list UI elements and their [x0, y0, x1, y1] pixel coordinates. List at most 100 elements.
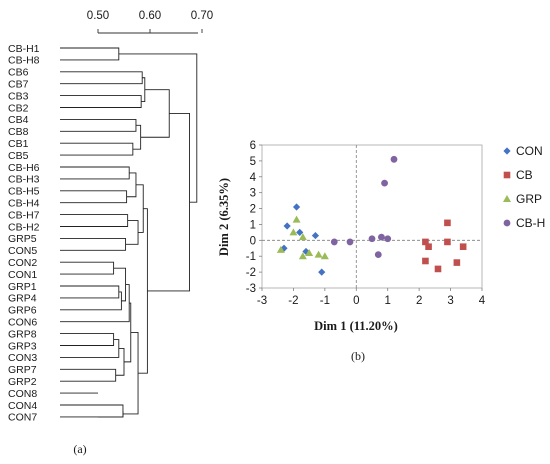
dendrogram-link — [98, 190, 128, 204]
scatter-point-con — [296, 228, 304, 236]
dendrogram-leaf-label: CON3 — [8, 352, 37, 364]
scale-tick-label: 0.50 — [87, 10, 109, 22]
scatter-point-cb-h — [381, 179, 388, 187]
dendrogram-leaf-label: CB1 — [8, 138, 29, 150]
dendrogram-leaf-label: CON8 — [8, 388, 37, 400]
dendrogram-leaf-label: CB2 — [8, 102, 29, 114]
y-tick-label: 2 — [250, 204, 256, 216]
dendrogram-leaf-label: CON2 — [8, 257, 37, 269]
dendrogram-link — [98, 368, 117, 382]
y-tick-label: 3 — [250, 188, 256, 200]
dendrogram-links — [60, 47, 198, 418]
scatter-point-cb-h — [390, 155, 398, 163]
dendrogram-leaf-label: CB-H8 — [8, 55, 40, 67]
x-tick-label: -1 — [320, 295, 330, 307]
scatter-point-con — [318, 268, 326, 276]
x-tick-label: 1 — [385, 295, 391, 307]
dendrogram-link — [98, 404, 124, 418]
scatter-point-grp — [298, 233, 307, 241]
scatter-point-con — [283, 222, 291, 230]
dendrogram-link — [125, 220, 139, 245]
dendrogram-link — [135, 184, 144, 233]
dendrogram-link — [98, 339, 120, 358]
scatter-point-grp — [305, 249, 314, 257]
dendrogram-leaf-label: GRP2 — [8, 376, 37, 388]
scatter-point-cb-h — [346, 238, 354, 246]
dendrogram-link — [98, 47, 120, 61]
legend-label: CON — [516, 144, 543, 158]
legend-label: GRP — [516, 192, 542, 206]
scatter-point-cb — [444, 219, 451, 227]
y-axis-title: Dim 2 (6.35%) — [217, 178, 231, 256]
dendrogram-leaf-label: CON6 — [8, 317, 37, 329]
dendrogram-link — [124, 302, 132, 363]
dendrogram-leaf-label: CB8 — [8, 126, 29, 138]
dendrogram-link — [113, 267, 127, 302]
scatter-points — [276, 155, 467, 276]
scatter-point-cb — [444, 238, 451, 246]
dendrogram-link — [98, 118, 137, 132]
x-axis-title: Dim 1 (11.20%) — [314, 319, 398, 333]
dendrogram-link — [98, 291, 122, 311]
dendrogram-link — [115, 348, 125, 376]
dendrogram-leaf-label: CB-H5 — [8, 186, 40, 198]
dendrogram-panel: 0.50 0.60 0.70 CB-H1CB-H8CB6CB7CB3CB2CB4CB… — [8, 10, 213, 456]
scatter-panel-label: (b) — [351, 349, 365, 363]
scatter-point-cb-h — [368, 235, 376, 243]
scatter-point-cb — [422, 257, 429, 265]
y-tick-label: 1 — [250, 219, 256, 231]
scale-tick-label: 0.70 — [191, 10, 213, 22]
dendrogram-leaf-label: CB-H2 — [8, 221, 40, 233]
scatter-point-cb — [453, 259, 461, 266]
scatter-point-cb — [434, 265, 442, 273]
dendrogram-leaf-label: GRP8 — [8, 328, 37, 340]
dendrogram-leaf-label: GRP6 — [8, 305, 37, 317]
dendrogram-leaf-label: CB-H3 — [8, 174, 40, 186]
legend-marker-con — [503, 147, 511, 155]
dendrogram-link — [98, 71, 143, 85]
scatter-point-cb — [459, 243, 467, 250]
scatter-point-cb — [422, 238, 429, 246]
dendrogram-leaf-label: CB7 — [8, 79, 29, 91]
dendrogram-leaf-label: CB-H6 — [8, 162, 40, 174]
scatter-point-grp — [298, 252, 307, 260]
dendrogram-link — [98, 166, 130, 180]
scatter-point-grp — [314, 250, 323, 258]
x-tick-label: 3 — [447, 295, 453, 307]
x-tick-label: 0 — [353, 295, 359, 307]
dendrogram-leaf-label: CB-H1 — [8, 43, 40, 55]
scatter-point-con — [292, 203, 301, 211]
dendrogram-link — [98, 237, 127, 251]
dendrogram-leaf-label: CB3 — [8, 90, 29, 102]
scatter-point-cb-h — [378, 233, 385, 241]
dendrogram-leaf-label: CB5 — [8, 150, 29, 162]
dendrogram-leaf-label: CON4 — [8, 400, 37, 412]
x-tick-label: -2 — [288, 295, 298, 307]
x-tick-label: -3 — [257, 295, 267, 307]
y-tick-label: -2 — [246, 267, 256, 279]
scatter-point-grp — [276, 245, 285, 253]
scatter-point-cb — [425, 243, 432, 250]
dendrogram-link — [98, 285, 120, 299]
y-tick-label: 4 — [250, 172, 257, 184]
dendrogram-leaf-label: GRP5 — [8, 233, 37, 245]
scatter-point-grp — [320, 252, 329, 260]
dendrogram-leaf-label: GRP7 — [8, 364, 37, 376]
scatter-axes: -3 -2 -1 0 1 2 3 4 -3 -2 -1 0 1 2 3 4 5 6 — [246, 140, 486, 307]
dendrogram-link — [98, 261, 115, 275]
dendrogram-leaf-labels: CB-H1CB-H8CB6CB7CB3CB2CB4CB8CB1CB5CB-H6C… — [8, 43, 40, 424]
dendrogram-link — [141, 77, 146, 102]
dendrogram-link — [98, 284, 130, 323]
y-tick-label: 0 — [250, 235, 256, 247]
scatter-point-grp — [292, 215, 301, 223]
dendrogram-link — [98, 410, 124, 418]
dendrogram-leaf-label: CON5 — [8, 245, 37, 257]
dendrogram-link — [126, 172, 137, 198]
dendrogram-scale: 0.50 0.60 0.70 — [87, 10, 213, 34]
dendrogram-link — [147, 113, 190, 292]
dendrogram-link — [138, 208, 148, 374]
scatter-point-con — [311, 231, 320, 240]
legend-label: CB-H — [516, 216, 545, 230]
dendrogram-leaf-label: GRP4 — [8, 293, 37, 305]
